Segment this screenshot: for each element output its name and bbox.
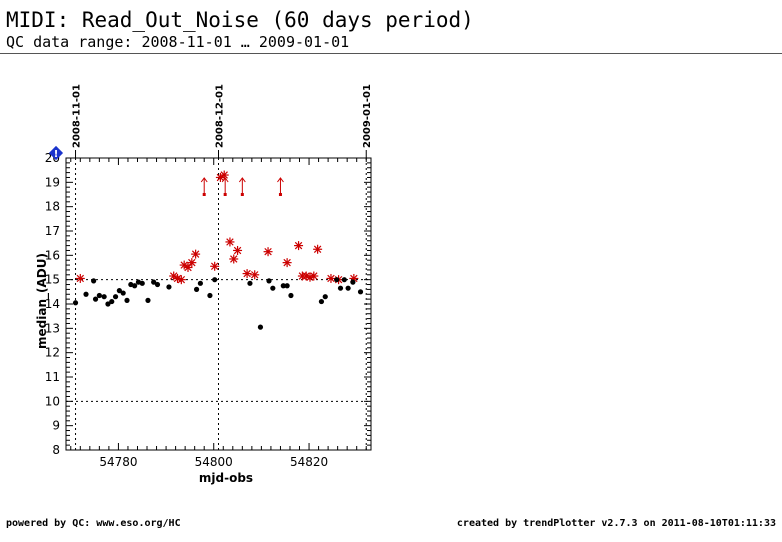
data-points bbox=[72, 170, 364, 330]
x-tick-label: 54820 bbox=[290, 455, 328, 469]
svg-text:!: ! bbox=[54, 149, 59, 160]
outlier-point bbox=[219, 170, 229, 180]
outlier-point bbox=[176, 275, 186, 285]
y-axis-label: median_(ADU) bbox=[35, 253, 50, 349]
chart-subtitle: QC data range: 2008-11-01 … 2009-01-01 bbox=[6, 33, 350, 51]
data-point bbox=[337, 285, 344, 291]
outlier-point bbox=[75, 273, 85, 283]
data-point bbox=[212, 277, 218, 283]
off-scale-arrow bbox=[200, 177, 208, 196]
outlier-point bbox=[309, 271, 319, 281]
y-tick-label: 16 bbox=[45, 248, 60, 262]
data-point bbox=[341, 277, 347, 283]
outlier-point bbox=[233, 245, 243, 255]
outlier-point bbox=[183, 263, 193, 272]
data-point bbox=[284, 283, 290, 289]
outlier-point bbox=[263, 247, 273, 257]
data-point bbox=[197, 280, 203, 286]
y-tick-label: 11 bbox=[45, 370, 60, 384]
outlier-point bbox=[229, 254, 239, 264]
y-tick-label: 15 bbox=[45, 273, 60, 287]
outlier-point bbox=[250, 270, 260, 280]
data-point bbox=[124, 297, 130, 303]
data-point bbox=[92, 296, 99, 302]
data-point bbox=[207, 292, 213, 299]
data-point bbox=[193, 286, 200, 292]
y-tick-label: 17 bbox=[45, 224, 60, 238]
data-point bbox=[350, 279, 356, 285]
data-point bbox=[120, 290, 126, 296]
data-point bbox=[96, 292, 102, 299]
data-point bbox=[151, 279, 157, 285]
outlier-point bbox=[282, 258, 292, 268]
chart-title: MIDI: Read_Out_Noise (60 days period) bbox=[6, 8, 474, 32]
y-tick-label: 8 bbox=[52, 443, 60, 457]
data-point bbox=[112, 294, 119, 300]
data-point bbox=[116, 288, 122, 294]
data-point bbox=[72, 300, 79, 306]
data-point bbox=[166, 284, 172, 290]
data-point bbox=[154, 281, 161, 288]
off-scale-arrow bbox=[221, 177, 229, 196]
data-point bbox=[109, 298, 115, 305]
data-point bbox=[322, 294, 328, 300]
outlier-point bbox=[191, 249, 201, 259]
data-point bbox=[91, 278, 97, 284]
x-axis-label: mjd-obs bbox=[199, 471, 253, 485]
date-marker-label: 2009-01-01 bbox=[362, 84, 373, 148]
y-tick-label: 14 bbox=[45, 297, 60, 311]
data-point bbox=[345, 285, 351, 291]
data-point bbox=[334, 277, 340, 283]
outlier-point bbox=[242, 269, 252, 279]
data-point bbox=[139, 280, 145, 286]
data-point bbox=[266, 278, 272, 284]
off-scale-arrow bbox=[277, 177, 284, 196]
data-point bbox=[105, 301, 111, 307]
y-tick-label: 18 bbox=[45, 200, 60, 214]
y-tick-label: 19 bbox=[45, 175, 60, 189]
outlier-point bbox=[187, 258, 197, 268]
data-point bbox=[257, 324, 264, 330]
data-point bbox=[288, 292, 294, 299]
y-tick-label: 13 bbox=[45, 321, 60, 335]
date-marker-label: 2008-11-01 bbox=[72, 84, 83, 148]
x-tick-label: 54780 bbox=[99, 455, 137, 469]
data-point bbox=[270, 285, 276, 291]
date-marker-label: 2008-12-01 bbox=[215, 84, 226, 148]
outlier-point bbox=[210, 261, 220, 271]
data-point bbox=[101, 294, 107, 300]
footer-powered-by: powered by QC: www.eso.org/HC bbox=[6, 518, 181, 529]
data-point bbox=[145, 297, 151, 303]
data-point bbox=[357, 289, 364, 295]
y-tick-label: 9 bbox=[52, 419, 60, 433]
off-scale-arrow bbox=[238, 177, 246, 196]
y-tick-label: 10 bbox=[45, 394, 60, 408]
outlier-point bbox=[294, 241, 304, 251]
data-point bbox=[83, 291, 89, 297]
outlier-point bbox=[313, 244, 323, 254]
data-point bbox=[132, 283, 138, 289]
data-point bbox=[247, 280, 253, 286]
outlier-point bbox=[326, 273, 336, 283]
x-tick-label: 54800 bbox=[195, 455, 233, 469]
data-point bbox=[318, 298, 325, 305]
data-point bbox=[280, 283, 286, 289]
header-divider bbox=[0, 53, 782, 54]
outlier-point bbox=[225, 237, 235, 247]
footer-created-by: created by trendPlotter v2.7.3 on 2011-0… bbox=[456, 518, 776, 529]
y-tick-label: 12 bbox=[45, 346, 60, 360]
